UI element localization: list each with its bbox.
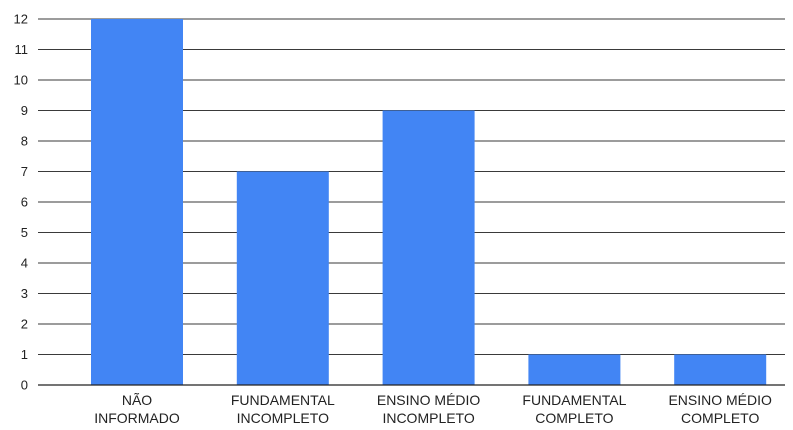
x-category-label-line: INCOMPLETO — [237, 410, 329, 426]
bars — [91, 19, 767, 385]
bar-5 — [674, 354, 767, 385]
x-category-label-line: FUNDAMENTAL — [231, 392, 335, 408]
y-tick-label-1: 1 — [21, 347, 28, 362]
y-tick-label-7: 7 — [21, 164, 28, 179]
x-category-label-line: COMPLETO — [681, 410, 759, 426]
bar-4 — [528, 354, 621, 385]
x-category-label-4: FUNDAMENTAL COMPLETO — [522, 392, 626, 426]
y-tick-label-6: 6 — [21, 195, 28, 210]
bar-1 — [91, 19, 183, 385]
x-category-label-3: ENSINO MÉDIO INCOMPLETO — [377, 392, 481, 426]
y-tick-label-0: 0 — [21, 378, 28, 393]
y-tick-label-9: 9 — [21, 103, 28, 118]
x-category-label-line: INCOMPLETO — [382, 410, 474, 426]
bar-2 — [236, 171, 329, 385]
x-category-label-line: ENSINO MÉDIO — [668, 392, 772, 408]
x-category-label-line: FUNDAMENTAL — [522, 392, 626, 408]
y-tick-label-8: 8 — [21, 134, 28, 149]
y-tick-label-5: 5 — [21, 225, 28, 240]
y-tick-label-3: 3 — [21, 286, 28, 301]
bar-3 — [382, 110, 475, 385]
x-category-label-5: ENSINO MÉDIO COMPLETO — [668, 392, 772, 426]
x-category-label-line: COMPLETO — [535, 410, 613, 426]
x-category-label-line: ENSINO MÉDIO — [377, 392, 481, 408]
x-category-label-2: FUNDAMENTAL INCOMPLETO — [231, 392, 335, 426]
x-category-label-line: NÃO — [122, 392, 152, 408]
y-tick-label-11: 11 — [15, 42, 29, 57]
y-tick-label-4: 4 — [21, 256, 28, 271]
y-tick-label-2: 2 — [21, 317, 28, 332]
x-category-label-line: INFORMADO — [94, 410, 180, 426]
x-category-label-1: NÃO INFORMADO — [94, 392, 180, 426]
y-tick-label-12: 12 — [14, 12, 28, 27]
y-tick-label-10: 10 — [14, 73, 28, 88]
